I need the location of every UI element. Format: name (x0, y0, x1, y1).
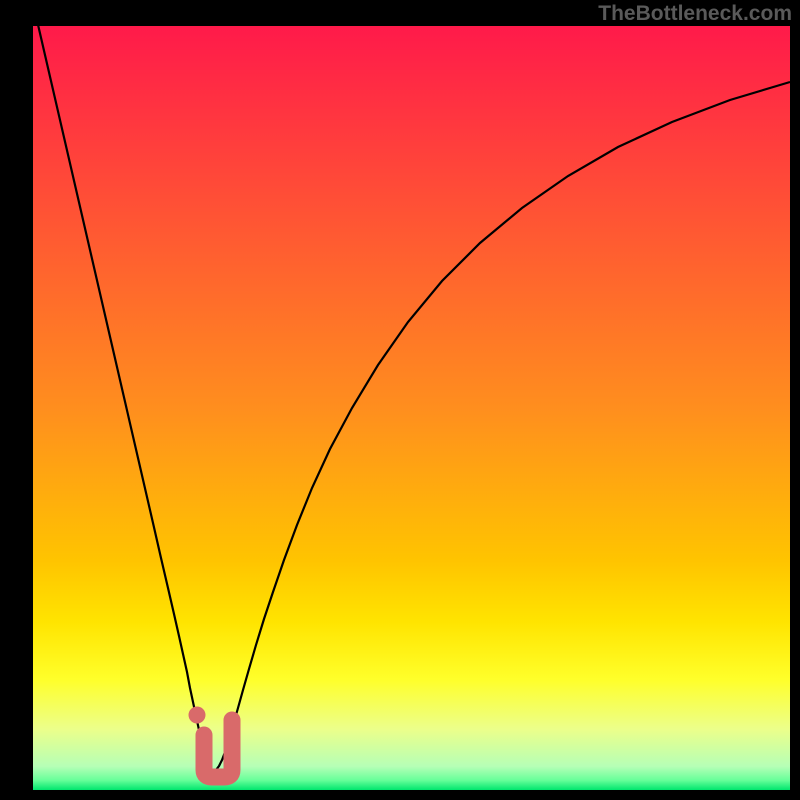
chart-svg-layer (0, 0, 800, 800)
bottleneck-curve (33, 3, 790, 772)
chart-canvas: TheBottleneck.com (0, 0, 800, 800)
marker-dot (189, 707, 206, 724)
watermark-text: TheBottleneck.com (598, 2, 792, 26)
